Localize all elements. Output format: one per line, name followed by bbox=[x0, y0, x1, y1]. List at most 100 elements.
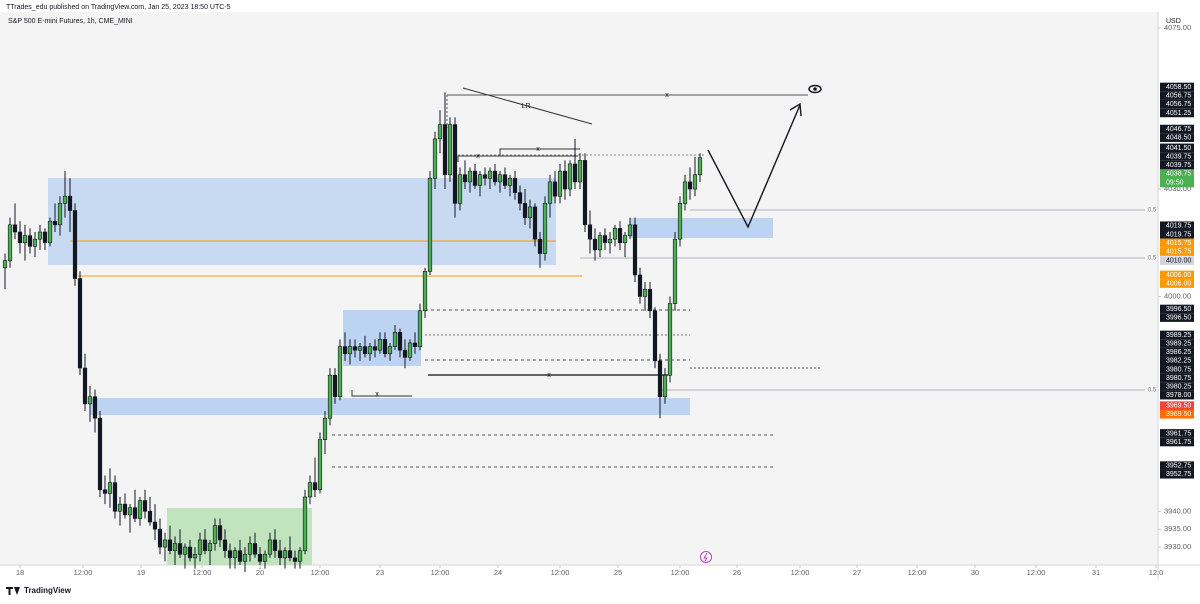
price-tag-label: 4048.50 bbox=[1166, 135, 1191, 142]
price-tag bbox=[1160, 356, 1194, 366]
candle-body bbox=[37, 231, 43, 240]
price-tag-label: 3982.25 bbox=[1166, 358, 1191, 365]
x-tick-label: 12:0 bbox=[1149, 568, 1164, 577]
candle-body bbox=[52, 220, 58, 226]
price-tag bbox=[1160, 238, 1194, 248]
projection-arrow bbox=[707, 104, 801, 229]
event-marker[interactable] bbox=[700, 551, 712, 563]
candle-body bbox=[177, 543, 183, 555]
candle-body bbox=[87, 396, 93, 405]
candle-body bbox=[482, 174, 488, 179]
y-tick-label: 3930.00 bbox=[1164, 542, 1191, 551]
annotation: 0.5 bbox=[1148, 388, 1157, 394]
currency: USD bbox=[1166, 18, 1181, 25]
price-tag bbox=[1160, 382, 1194, 391]
price-tag bbox=[1160, 279, 1194, 288]
candle-body bbox=[277, 550, 283, 559]
candle-body bbox=[197, 539, 203, 555]
price-tag bbox=[1160, 247, 1194, 256]
price-tag-label: 3952.75 bbox=[1166, 463, 1191, 470]
annotation: 0.5 bbox=[1148, 256, 1157, 262]
price-tag-label: 4056.75 bbox=[1166, 101, 1191, 108]
candle-body bbox=[677, 203, 683, 240]
candle-body bbox=[552, 181, 558, 197]
candle-body bbox=[67, 195, 73, 211]
footer: TradingView bbox=[6, 586, 72, 595]
candle-body bbox=[152, 521, 158, 530]
candle-body bbox=[587, 224, 593, 240]
candle-body bbox=[567, 163, 573, 190]
x-tick-label: 18 bbox=[16, 568, 24, 577]
eye-pupil bbox=[813, 87, 817, 91]
candle-body bbox=[522, 203, 528, 218]
event-bolt bbox=[703, 552, 708, 562]
price-tag-label: 4006.00 bbox=[1166, 281, 1191, 288]
candle-body bbox=[302, 496, 308, 551]
candle-body bbox=[467, 170, 473, 183]
price-tag-label: 4039.75 bbox=[1166, 153, 1191, 160]
price-tag-label: 4058.50 bbox=[1166, 84, 1191, 91]
candle-body bbox=[662, 374, 668, 398]
price-tag-label: 3989.25 bbox=[1166, 340, 1191, 347]
price-tag-label: 4019.75 bbox=[1166, 231, 1191, 238]
price-tag-label: 3980.75 bbox=[1166, 375, 1191, 382]
candle-body bbox=[137, 500, 143, 519]
price-tag bbox=[1160, 152, 1194, 161]
candle-body bbox=[377, 339, 383, 351]
annotation: x bbox=[547, 372, 551, 379]
countdown: 09:50 bbox=[1166, 179, 1184, 186]
event-icon[interactable] bbox=[700, 551, 712, 563]
candle-body bbox=[462, 174, 468, 183]
candle-body bbox=[577, 160, 583, 183]
candle-body bbox=[687, 181, 693, 190]
price-tag bbox=[1160, 313, 1194, 322]
plot-background bbox=[0, 12, 1158, 565]
candle-body bbox=[262, 553, 268, 562]
candle-body bbox=[437, 124, 443, 140]
candle-body bbox=[387, 346, 393, 355]
zone bbox=[48, 178, 556, 265]
price-tag-label: 3986.25 bbox=[1166, 349, 1191, 356]
candle-body bbox=[32, 238, 38, 247]
price-tag-label: 3996.50 bbox=[1166, 315, 1191, 322]
candle-body bbox=[457, 174, 463, 204]
candle-body bbox=[342, 346, 348, 355]
annotation: x bbox=[665, 92, 669, 99]
arrow-head bbox=[789, 102, 802, 117]
candle-body bbox=[62, 195, 68, 204]
candle-body bbox=[172, 543, 178, 551]
candle-body bbox=[192, 553, 198, 559]
candle-body bbox=[447, 124, 453, 176]
candle-body bbox=[652, 310, 658, 362]
y-tick-label: 3935.00 bbox=[1164, 524, 1191, 533]
price-tag bbox=[1160, 124, 1194, 134]
price-tag-label: 4056.75 bbox=[1166, 93, 1191, 100]
candle-body bbox=[237, 550, 243, 562]
x-tick-label: 12:00 bbox=[908, 568, 927, 577]
candle-body bbox=[592, 238, 598, 251]
candle-body bbox=[527, 206, 533, 218]
candle-body bbox=[222, 539, 228, 551]
candle-body bbox=[147, 510, 153, 523]
eye-icon bbox=[808, 84, 822, 94]
candle-body bbox=[477, 174, 483, 186]
candle-body bbox=[432, 138, 438, 179]
price-tag bbox=[1160, 133, 1194, 142]
price-tag bbox=[1160, 143, 1194, 153]
candle-body bbox=[657, 360, 663, 398]
sweep-bracket bbox=[499, 148, 580, 156]
candle-body bbox=[597, 235, 603, 251]
price-tag bbox=[1160, 469, 1194, 479]
candle-body bbox=[112, 482, 118, 512]
candle-body bbox=[332, 374, 338, 398]
candle-body bbox=[542, 203, 548, 254]
candle-body bbox=[537, 238, 543, 254]
candle-body bbox=[47, 220, 53, 244]
y-tick-label: 3940.00 bbox=[1164, 506, 1191, 515]
price-tag bbox=[1160, 108, 1194, 118]
candle-body bbox=[442, 124, 448, 176]
annotation: x bbox=[536, 146, 540, 153]
price-tag-label: 4006.00 bbox=[1166, 272, 1191, 279]
candle-body bbox=[562, 170, 568, 190]
price-tag-label: 4038.75 bbox=[1166, 171, 1191, 178]
